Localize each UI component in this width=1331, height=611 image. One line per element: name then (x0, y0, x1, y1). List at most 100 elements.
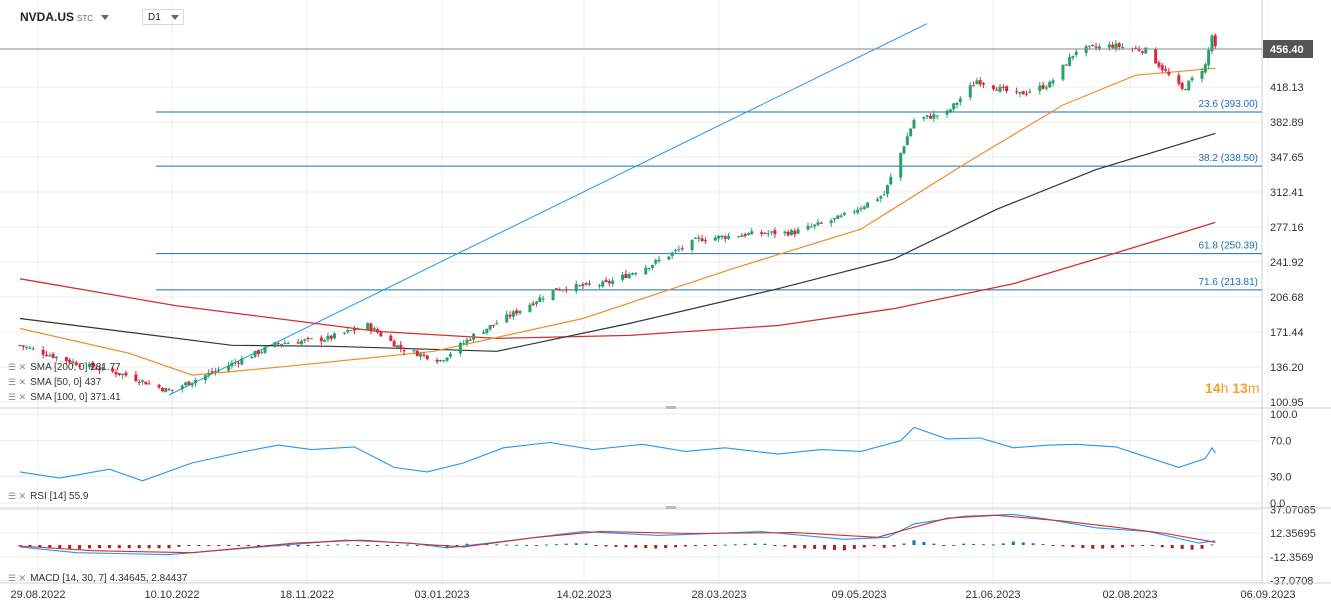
candle (117, 373, 121, 377)
legend-toggle-icon[interactable]: ☰ ✕ (8, 491, 27, 501)
macd-histogram-bar (862, 545, 866, 548)
candle-body (458, 343, 462, 354)
candle-body (836, 215, 840, 219)
candle (442, 359, 446, 363)
macd-histogram-bar (117, 545, 121, 549)
macd-histogram-bar (574, 543, 578, 545)
legend-toggle-icon[interactable]: ☰ ✕ (8, 362, 27, 372)
candle (627, 272, 631, 279)
legend-sma100[interactable]: ☰ ✕ SMA [100, 0] 371.41 (8, 392, 121, 403)
macd-signal-line (19, 514, 1216, 554)
candle-body (1064, 64, 1068, 66)
macd-tick-label: 37.07085 (1270, 505, 1316, 517)
candle-body (1044, 87, 1048, 89)
candle-body (217, 369, 221, 371)
candle-body (852, 211, 856, 213)
macd-histogram-bar (256, 545, 260, 546)
candle-body (190, 382, 194, 386)
candle (495, 320, 499, 325)
candle-body (736, 236, 740, 238)
candle-body (402, 350, 406, 352)
candle-body (237, 362, 241, 364)
candle-body (97, 368, 101, 371)
candle-body (48, 355, 52, 357)
legend-toggle-icon[interactable]: ☰ ✕ (8, 392, 27, 402)
legend-toggle-icon[interactable]: ☰ ✕ (8, 573, 27, 583)
candle-body (448, 353, 452, 357)
candle-body (306, 337, 310, 339)
price-tick-label: 382.89 (1270, 117, 1304, 129)
legend-toggle-icon[interactable]: ☰ ✕ (8, 377, 27, 387)
candle-body (44, 354, 48, 357)
symbol-selector[interactable]: NVDA.US STC (20, 10, 110, 24)
candle (101, 364, 105, 372)
candle (1041, 81, 1045, 90)
macd-histogram-bar (97, 545, 101, 549)
candle-body (349, 330, 353, 332)
macd-histogram-bar (872, 545, 876, 547)
candle (922, 116, 926, 122)
price-tick-label: 277.16 (1270, 222, 1304, 234)
price-tick-label: 312.41 (1270, 187, 1304, 199)
pane-resize-handle[interactable] (666, 406, 676, 409)
candle-body (78, 365, 82, 367)
candle (230, 359, 234, 369)
candle (276, 341, 280, 346)
candle (48, 352, 52, 357)
macd-histogram-bar (1041, 544, 1045, 546)
macd-histogram-bar (753, 543, 757, 545)
candle-body (670, 252, 674, 257)
candle (213, 367, 217, 376)
candle (445, 357, 449, 363)
candle-body (230, 362, 234, 366)
macd-histogram-bar (833, 545, 837, 550)
candle-body (425, 355, 429, 360)
candle-body (74, 362, 78, 366)
candle-body (770, 231, 774, 233)
date-tick-label: 14.02.2023 (556, 589, 611, 601)
candle-body (574, 284, 578, 292)
candle (1140, 50, 1144, 55)
legend-rsi[interactable]: ☰ ✕ RSI [14] 55.9 (8, 491, 89, 502)
candle-body (193, 379, 197, 384)
candle-body (587, 283, 591, 285)
macd-histogram-bar (644, 545, 648, 549)
candle-body (611, 280, 615, 284)
macd-histogram-bar (1061, 545, 1065, 547)
candle (740, 233, 744, 238)
candle (700, 235, 704, 242)
candle (203, 374, 207, 384)
candle (253, 350, 257, 359)
candle-body (564, 289, 568, 291)
timeframe-selector[interactable]: D1 (142, 9, 184, 25)
candle-body (876, 199, 880, 202)
pane-resize-handle[interactable] (666, 506, 676, 509)
macd-histogram-bar (48, 545, 52, 548)
macd-histogram-bar (535, 545, 539, 546)
macd-histogram-bar (445, 545, 449, 548)
candle-body (1021, 91, 1025, 95)
candle-body (809, 226, 813, 228)
candle (505, 310, 509, 324)
candle (981, 82, 985, 89)
macd-histogram-bar (723, 544, 727, 546)
macd-histogram-bar (902, 543, 906, 545)
macd-histogram-bar (614, 545, 618, 547)
candle-body (528, 304, 532, 312)
legend-macd[interactable]: ☰ ✕ MACD [14, 30, 7] 4.34645, 2.84437 (8, 573, 188, 584)
candle-body (697, 237, 701, 239)
macd-histogram-bar (18, 545, 22, 547)
date-tick-label: 29.08.2022 (10, 589, 65, 601)
legend-sma200[interactable]: ☰ ✕ SMA [200, 0] 281.77 (8, 362, 121, 373)
macd-histogram-bar (1200, 545, 1204, 549)
candle-body (862, 206, 866, 209)
price-tick-label: 347.65 (1270, 152, 1304, 164)
candle-body (905, 136, 909, 146)
candle (773, 227, 777, 239)
legend-sma50[interactable]: ☰ ✕ SMA [50, 0] 437 (8, 377, 102, 388)
candle-body (773, 230, 777, 235)
candle-body (958, 98, 962, 102)
candle (647, 267, 651, 272)
candle (1074, 48, 1078, 58)
